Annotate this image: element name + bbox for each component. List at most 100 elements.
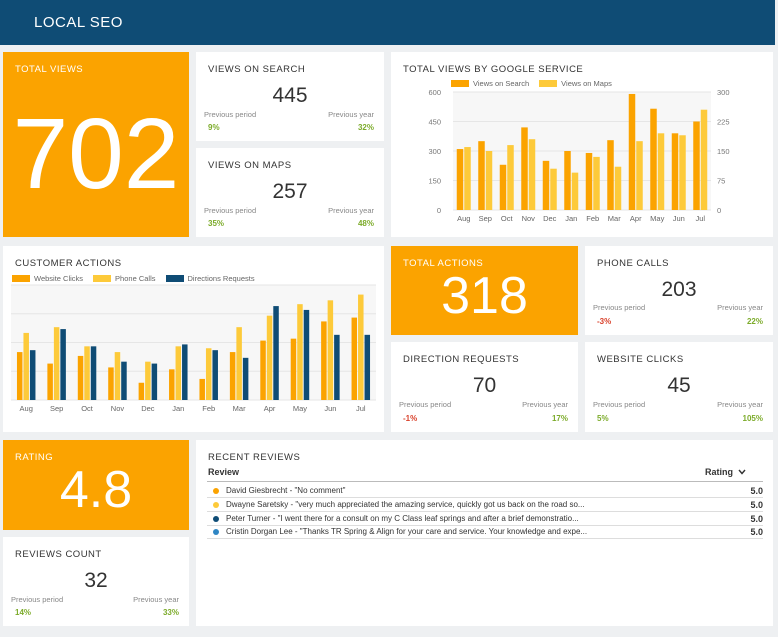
bar-views-on-maps xyxy=(636,141,643,210)
google-service-chart-card: TOTAL VIEWS BY GOOGLE SERVICE Views on S… xyxy=(391,52,773,237)
views-on-maps-prev-year-label: Previous year xyxy=(328,206,374,215)
review-color-dot xyxy=(213,487,219,494)
bar-phone-calls xyxy=(266,315,273,400)
bar-directions-requests xyxy=(121,361,127,400)
chevron-down-icon xyxy=(738,469,746,475)
customer-chart-title: CUSTOMER ACTIONS xyxy=(15,258,122,269)
review-score: 5.0 xyxy=(750,499,763,510)
website-clicks-card: WEBSITE CLICKS 45 Previous period Previo… xyxy=(585,342,773,432)
y-axis-left-tick-label: 0 xyxy=(437,206,441,215)
customer-actions-chart-card: CUSTOMER ACTIONS Website Clicks Phone Ca… xyxy=(3,246,384,432)
review-text: Peter Turner - "I went there for a consu… xyxy=(226,514,579,523)
bar-views-on-search xyxy=(607,140,614,210)
rating-value: 4.8 xyxy=(59,461,133,519)
total-actions-title: TOTAL ACTIONS xyxy=(403,258,484,269)
direction-requests-prev-period: -1% xyxy=(403,414,418,423)
review-row[interactable]: David Giesbrecht - "No comment" 5.0 xyxy=(207,484,763,497)
views-on-search-prev-period: 9% xyxy=(208,123,220,132)
bar-views-on-search xyxy=(542,160,550,210)
review-divider xyxy=(207,538,763,539)
review-row[interactable]: Cristin Dorgan Lee - "Thanks TR Spring &… xyxy=(207,525,763,538)
reviews-count-card: REVIEWS COUNT 32 Previous period Previou… xyxy=(3,537,189,626)
recent-reviews-card: RECENT REVIEWS xyxy=(196,440,773,626)
views-on-search-card: VIEWS ON SEARCH 445 Previous period Prev… xyxy=(196,52,384,141)
review-divider xyxy=(207,525,763,526)
phone-calls-prev-year: 22% xyxy=(746,317,763,326)
legend-directions-requests: Directions Requests xyxy=(165,274,255,283)
review-row[interactable]: Peter Turner - "I went there for a consu… xyxy=(207,512,763,525)
direction-requests-prev-year: 17% xyxy=(551,414,568,423)
bar-views-on-search xyxy=(521,127,528,210)
rating-column-header[interactable]: Rating xyxy=(705,467,746,477)
total-views-value: 702 xyxy=(12,98,180,210)
reviews-count-value: 32 xyxy=(84,569,108,592)
bar-views-on-maps xyxy=(507,145,514,210)
x-axis-tick-label: Apr xyxy=(630,214,642,223)
bar-views-on-maps xyxy=(485,151,493,210)
bar-views-on-search xyxy=(564,151,571,210)
bar-views-on-search xyxy=(693,121,700,210)
website-clicks-prev-year-label: Previous year xyxy=(717,400,763,409)
bar-views-on-maps xyxy=(700,109,708,210)
x-axis-tick-label: Aug xyxy=(457,214,470,223)
review-color-dot xyxy=(213,528,219,535)
legend-views-on-search: Views on Search xyxy=(451,79,529,88)
x-axis-tick-label: Mar xyxy=(608,214,621,223)
phone-calls-card: PHONE CALLS 203 Previous period Previous… xyxy=(585,246,773,335)
bar-phone-calls xyxy=(327,300,334,400)
rating-column-label: Rating xyxy=(705,467,733,477)
views-on-maps-prev-period: 35% xyxy=(208,219,225,228)
bar-website-clicks xyxy=(169,369,175,400)
reviews-count-prev-period: 14% xyxy=(15,608,32,617)
direction-requests-value: 70 xyxy=(472,374,497,397)
bar-phone-calls xyxy=(358,294,364,400)
bar-directions-requests xyxy=(60,329,66,400)
direction-requests-card: DIRECTION REQUESTS 70 Previous period Pr… xyxy=(391,342,578,432)
bar-phone-calls xyxy=(145,361,151,400)
bar-directions-requests xyxy=(364,334,371,400)
bar-website-clicks xyxy=(321,321,327,400)
reviews-count-prev-year-label: Previous year xyxy=(133,595,179,604)
views-on-maps-title: VIEWS ON MAPS xyxy=(208,160,292,171)
y-axis-left-tick-label: 150 xyxy=(428,177,441,186)
direction-requests-prev-year-label: Previous year xyxy=(522,400,568,409)
bar-directions-requests xyxy=(212,350,218,400)
x-axis-tick-label: Dec xyxy=(543,214,557,223)
bar-views-on-search xyxy=(478,141,485,210)
review-divider xyxy=(207,497,763,498)
bar-directions-requests xyxy=(182,344,188,400)
bar-directions-requests xyxy=(273,306,279,400)
bar-views-on-maps xyxy=(464,147,471,210)
review-row[interactable]: Dwayne Saretsky - "very much appreciated… xyxy=(207,498,763,511)
x-axis-tick-label: Dec xyxy=(141,404,155,413)
bar-phone-calls xyxy=(53,327,60,400)
bar-phone-calls xyxy=(205,348,212,400)
bar-phone-calls xyxy=(297,304,303,400)
bar-views-on-maps xyxy=(571,172,579,210)
x-axis-tick-label: Sep xyxy=(479,214,492,223)
bar-directions-requests xyxy=(29,350,36,400)
x-axis-tick-label: Mar xyxy=(233,404,246,413)
bar-website-clicks xyxy=(260,340,266,400)
bar-views-on-maps xyxy=(657,133,665,210)
page-header: LOCAL SEO xyxy=(3,0,775,45)
bar-website-clicks xyxy=(108,367,114,400)
website-clicks-prev-year: 105% xyxy=(742,414,763,423)
y-axis-right-tick-label: 75 xyxy=(717,177,725,186)
bar-views-on-maps xyxy=(679,135,686,210)
rating-card: RATING 4.8 xyxy=(3,440,189,530)
x-axis-tick-label: Oct xyxy=(81,404,94,413)
x-axis-tick-label: Jan xyxy=(172,404,184,413)
customer-actions-chart: Aug Sep Oct Nov Dec Jan Feb Mar Apr May Jun Jul xyxy=(11,284,376,413)
bar-views-on-search xyxy=(585,152,593,210)
bar-views-on-search xyxy=(650,108,657,210)
bar-directions-requests xyxy=(303,309,310,400)
views-on-search-title: VIEWS ON SEARCH xyxy=(208,64,306,75)
views-on-maps-value: 257 xyxy=(272,180,308,203)
views-on-maps-prev-year: 48% xyxy=(357,219,374,228)
google-service-chart: 600 450 300 150 0 300 225 150 75 0 Aug Sep Oct Nov Dec… xyxy=(428,88,730,223)
x-axis-tick-label: Aug xyxy=(20,404,33,413)
total-views-card: TOTAL VIEWS 702 xyxy=(3,52,189,237)
y-axis-left-tick-label: 450 xyxy=(428,118,441,127)
y-axis-right-tick-label: 150 xyxy=(717,147,730,156)
